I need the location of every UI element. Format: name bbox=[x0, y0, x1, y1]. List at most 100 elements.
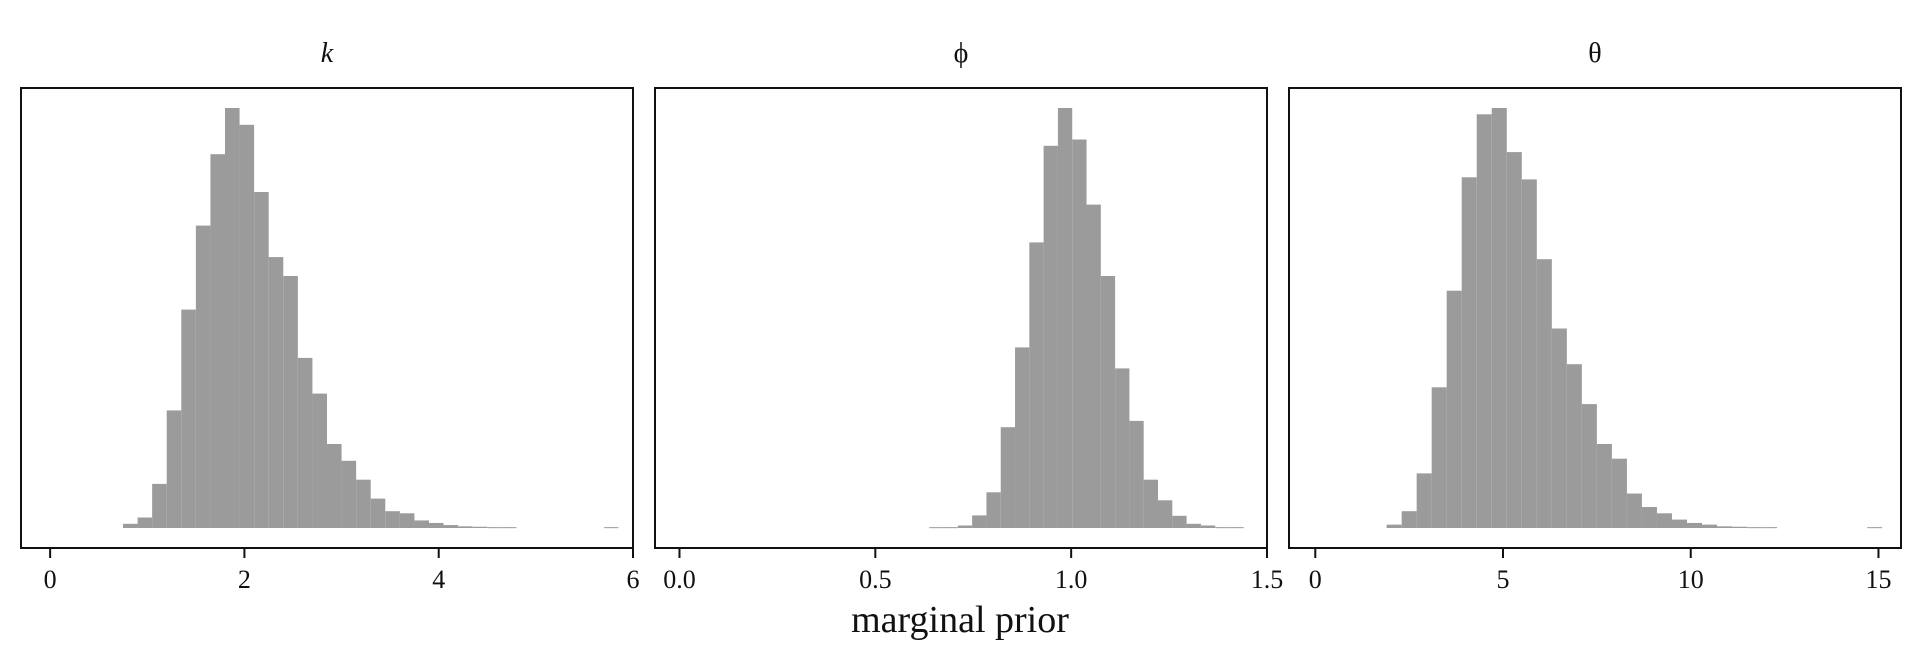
histogram-bar bbox=[152, 483, 167, 528]
histogram-bar bbox=[986, 492, 1001, 528]
histogram-bar bbox=[283, 276, 298, 528]
histogram-bar bbox=[1029, 242, 1044, 528]
histogram-bar bbox=[1566, 364, 1582, 528]
histogram-bar bbox=[1867, 527, 1883, 529]
histogram-bar bbox=[1671, 519, 1687, 528]
histogram-bar bbox=[225, 108, 240, 528]
histogram-bar bbox=[1611, 458, 1627, 528]
histogram-bar bbox=[1506, 152, 1522, 528]
histogram-bar bbox=[356, 479, 371, 528]
histogram-bar bbox=[1401, 511, 1417, 528]
x-tick-label: 1.0 bbox=[1055, 565, 1088, 594]
histogram-bar bbox=[1086, 204, 1101, 528]
histogram-bar bbox=[1656, 513, 1672, 528]
x-tick-label: 4 bbox=[432, 565, 445, 594]
histogram-bar bbox=[370, 498, 386, 528]
histogram-bar bbox=[1747, 527, 1763, 529]
histogram-bar bbox=[1172, 515, 1187, 528]
histogram-bar bbox=[1200, 525, 1216, 528]
histogram-bar bbox=[1143, 479, 1158, 528]
panel-frame bbox=[20, 87, 634, 549]
panel-title: θ bbox=[1588, 38, 1601, 69]
histogram-bar bbox=[1446, 290, 1462, 528]
histogram-bar bbox=[472, 526, 488, 528]
histogram-bar bbox=[1702, 524, 1718, 528]
histogram-bar bbox=[957, 525, 973, 528]
histogram-bar bbox=[239, 124, 255, 529]
histogram-bar bbox=[1491, 108, 1507, 528]
histogram-bar bbox=[443, 525, 459, 528]
histogram-bar bbox=[210, 154, 225, 528]
histogram-bar bbox=[1100, 276, 1116, 528]
histogram-bar bbox=[195, 225, 211, 528]
panel-3: θ 0 5 10 15 bbox=[1288, 38, 1902, 594]
panel-title: k bbox=[321, 38, 334, 69]
histogram-bar bbox=[1072, 139, 1087, 528]
histogram-bar bbox=[1158, 500, 1173, 528]
histogram-bar bbox=[297, 357, 313, 528]
panel-frame bbox=[654, 87, 1268, 549]
histogram-bar bbox=[1057, 108, 1073, 528]
histogram-bar bbox=[181, 309, 196, 528]
x-tick-label: 5 bbox=[1497, 565, 1510, 594]
histogram-bar bbox=[1416, 473, 1432, 528]
panel-frame bbox=[1288, 87, 1902, 549]
x-tick-label: 0.0 bbox=[663, 565, 696, 594]
x-tick-label: 6 bbox=[627, 565, 640, 594]
histogram-bar bbox=[1229, 527, 1244, 529]
histogram-bar bbox=[458, 526, 473, 528]
histogram-bar bbox=[1626, 493, 1642, 528]
x-tick-label: 2 bbox=[238, 565, 251, 594]
histogram-bar bbox=[327, 444, 342, 528]
x-tick-label: 10 bbox=[1678, 565, 1704, 594]
histogram-bar bbox=[254, 192, 269, 528]
x-tick-label: 1.5 bbox=[1251, 565, 1284, 594]
histogram-bar bbox=[501, 527, 517, 529]
histogram-bar bbox=[929, 527, 944, 529]
histogram-bar bbox=[385, 511, 400, 528]
histogram-bar bbox=[1476, 114, 1492, 529]
histogram-bar bbox=[1581, 404, 1597, 528]
x-tick-label: 0.5 bbox=[859, 565, 892, 594]
histogram-bar bbox=[972, 515, 987, 528]
x-tick-label: 0 bbox=[1309, 565, 1322, 594]
histogram-bar bbox=[399, 513, 415, 528]
histogram-bar bbox=[1043, 145, 1058, 529]
histogram-bar bbox=[1000, 427, 1016, 528]
histogram-bar bbox=[487, 527, 502, 529]
histogram-bar bbox=[1717, 526, 1733, 528]
histogram-bar bbox=[123, 523, 138, 528]
histogram-bar bbox=[1596, 444, 1612, 528]
histogram-bar bbox=[1762, 527, 1778, 529]
histogram-bar bbox=[166, 410, 182, 528]
histogram-bar bbox=[1186, 523, 1201, 528]
histogram-bar bbox=[341, 460, 357, 528]
histogram-bar bbox=[1115, 368, 1130, 528]
panel-1: k 0 2 4 6 bbox=[20, 38, 640, 594]
histogram-bar bbox=[1129, 420, 1144, 528]
histogram-bar bbox=[1686, 522, 1703, 528]
x-tick-label: 0 bbox=[44, 565, 57, 594]
histogram-bar bbox=[414, 520, 429, 528]
panel-2: ϕ 0.0 0.5 1.0 1.5 bbox=[654, 38, 1284, 594]
histogram-bar bbox=[1386, 524, 1402, 528]
histogram-bar bbox=[943, 527, 958, 529]
histogram-bar bbox=[1732, 526, 1748, 528]
histogram-bar bbox=[1461, 177, 1477, 529]
histogram-bar bbox=[429, 522, 444, 528]
histogram-bar bbox=[603, 527, 619, 529]
panel-title: ϕ bbox=[954, 38, 969, 69]
histogram-bar bbox=[1536, 259, 1552, 528]
histogram-bar bbox=[1521, 179, 1537, 528]
histogram-bar bbox=[1215, 527, 1230, 529]
histogram-bar bbox=[1551, 328, 1567, 528]
histogram-bar bbox=[1431, 387, 1447, 528]
x-axis-label: marginal prior bbox=[851, 599, 1069, 641]
x-tick-label: 15 bbox=[1865, 565, 1891, 594]
histogram-bar bbox=[312, 393, 327, 528]
histogram-bar bbox=[1015, 347, 1030, 528]
histogram-bar bbox=[268, 257, 284, 528]
histogram-bar bbox=[1641, 507, 1657, 528]
histogram-bar bbox=[137, 517, 153, 528]
